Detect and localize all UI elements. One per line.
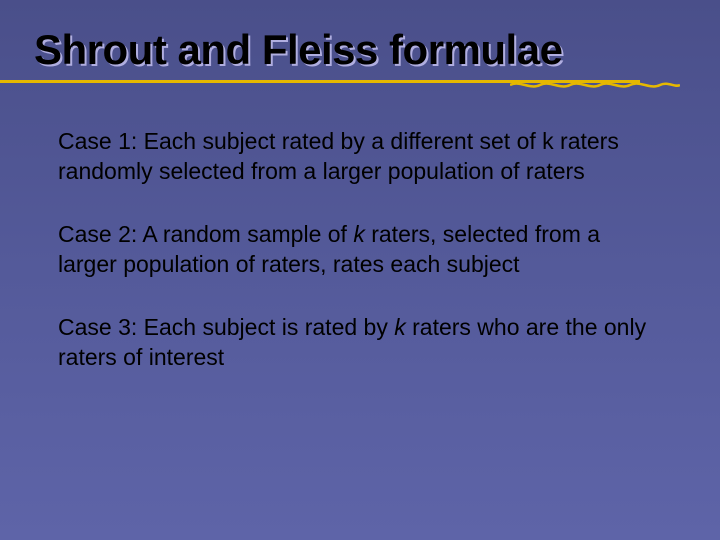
underline-squiggle-icon xyxy=(510,78,680,92)
case-text-before: Each subject rated by a different set of xyxy=(137,128,542,154)
case-k: k xyxy=(542,128,554,154)
case-3: Case 3: Each subject is rated by k rater… xyxy=(58,312,656,373)
case-label: Case 2: xyxy=(58,221,137,247)
slide: Shrout and Fleiss formulae Case 1: Each … xyxy=(0,0,720,540)
case-text-before: A random sample of xyxy=(137,221,353,247)
case-2: Case 2: A random sample of k raters, sel… xyxy=(58,219,656,280)
case-k: k xyxy=(394,314,406,340)
case-label: Case 3: xyxy=(58,314,137,340)
slide-title: Shrout and Fleiss formulae xyxy=(0,28,720,80)
title-text: Shrout and Fleiss formulae xyxy=(34,26,562,73)
case-1: Case 1: Each subject rated by a differen… xyxy=(58,126,656,187)
case-label: Case 1: xyxy=(58,128,137,154)
slide-body: Case 1: Each subject rated by a differen… xyxy=(0,92,720,372)
case-k: k xyxy=(353,221,365,247)
title-underline xyxy=(0,78,720,92)
case-text-before: Each subject is rated by xyxy=(137,314,394,340)
squiggle-path xyxy=(510,84,680,87)
